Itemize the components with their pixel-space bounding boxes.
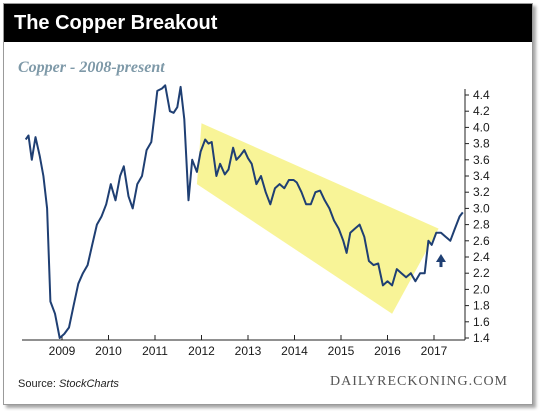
x-tick-label: 2010 [95,344,122,358]
copper-price-line [24,84,464,339]
source-prefix: Source: [18,378,59,390]
x-tick-label: 2014 [281,344,308,358]
axis-layer: 2009 2010 2011 2012 2013 2014 2015 2016 2017 1.4 1… [22,88,490,358]
arrow-head [435,254,446,263]
brand-text: DAILYRECKONING.COM [330,374,508,389]
y-tick-label: 4.2 [473,104,490,118]
chart-card: The Copper Breakout Copper - 2008-presen… [3,3,533,405]
x-tick-label: 2009 [49,344,76,358]
series-layer [24,84,464,339]
y-tick-label: 4.0 [473,120,490,134]
chart-subtitle: Copper - 2008-present [18,59,165,76]
x-tick-label: 2011 [142,344,168,358]
chart-title: The Copper Breakout [4,4,532,42]
y-tick-label: 3.6 [473,153,490,167]
up-arrow-icon [435,254,446,268]
annotation-layer [435,254,446,268]
x-tick-label: 2016 [374,344,401,358]
y-tick-label: 2.2 [473,266,490,280]
source-note: Source: StockCharts [18,378,119,390]
y-tick-label: 1.8 [473,299,490,313]
y-tick-label: 1.6 [473,315,490,329]
y-tick-label: 2.6 [473,234,490,248]
y-tick-label: 3.2 [473,185,490,199]
x-tick-label: 2012 [188,344,215,358]
y-tick-label: 4.4 [473,88,490,102]
y-tick-label: 3.0 [473,201,490,215]
x-tick-label: 2013 [235,344,262,358]
x-tick-label: 2017 [421,344,448,358]
x-tick-label: 2015 [328,344,355,358]
y-tick-label: 1.4 [473,331,490,345]
y-tick-label: 3.8 [473,137,490,151]
y-tick-label: 2.0 [473,282,490,296]
source-name: StockCharts [58,378,119,390]
y-tick-label: 2.4 [473,250,490,264]
arrow-shaft [439,261,443,268]
y-tick-label: 3.4 [473,169,490,183]
y-tick-label: 2.8 [473,218,490,232]
